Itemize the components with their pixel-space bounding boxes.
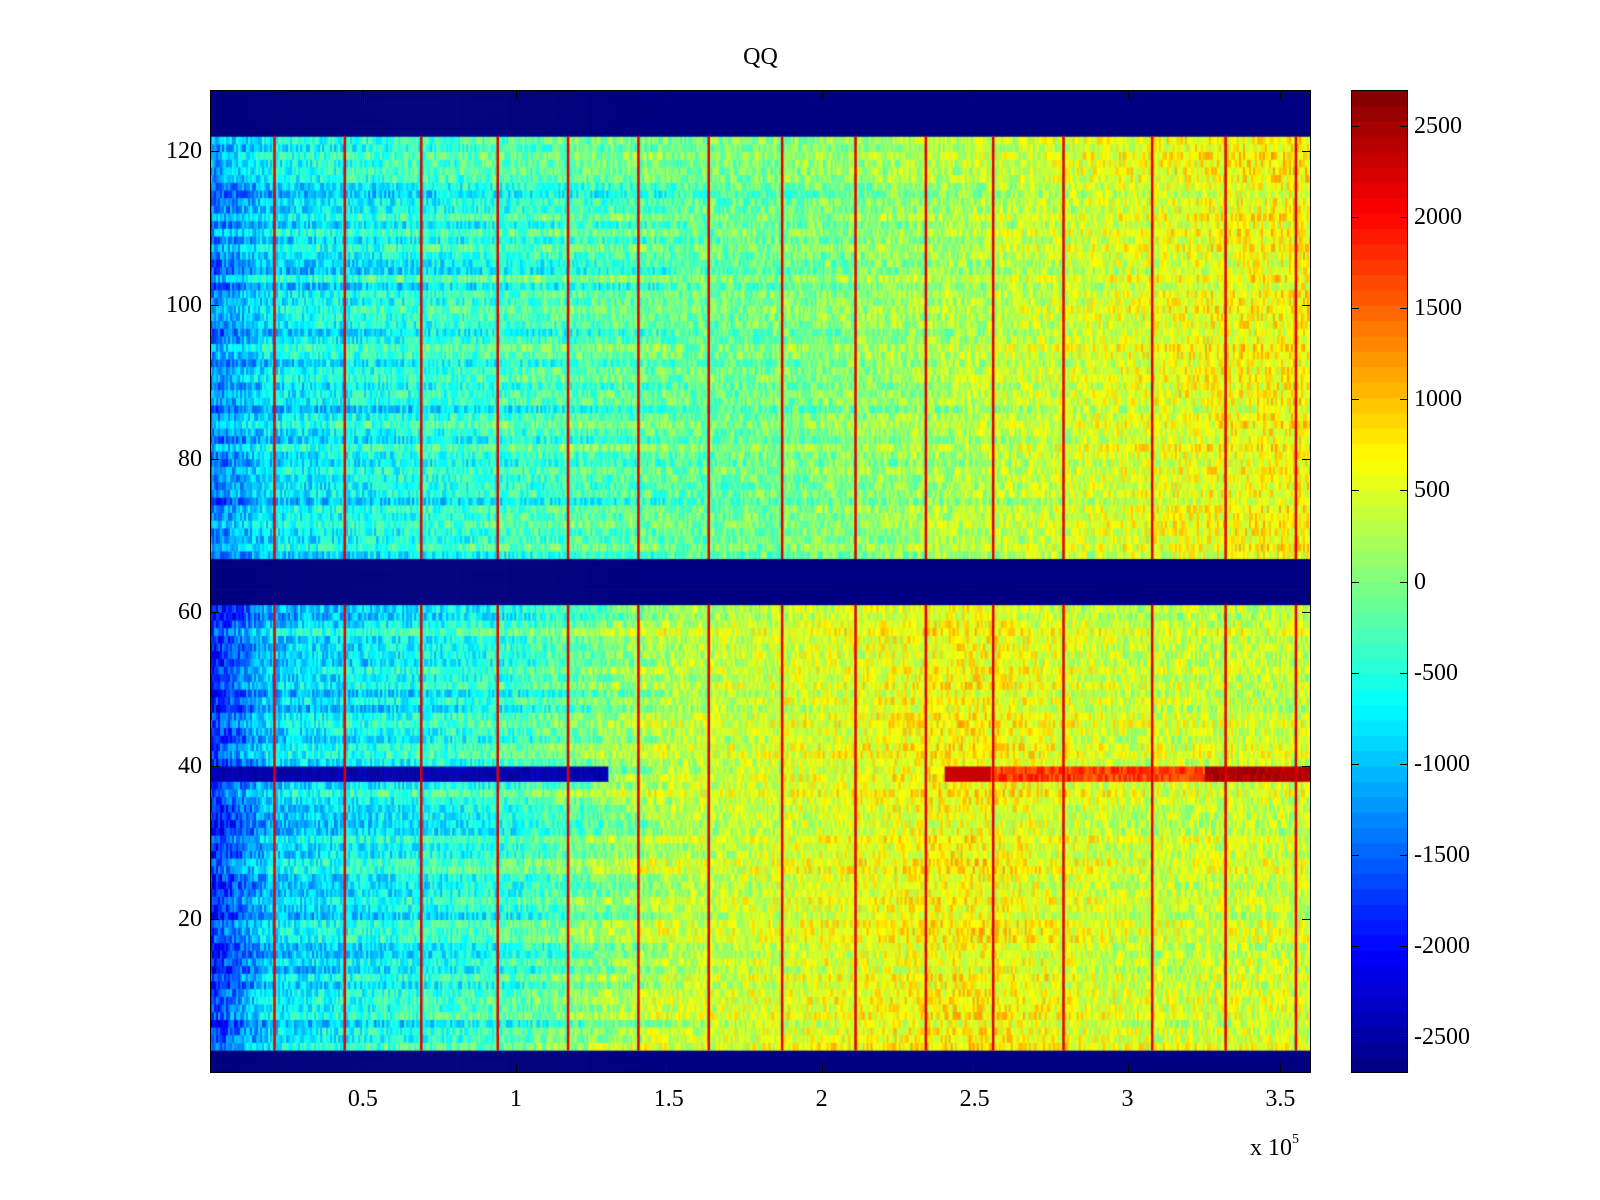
- colorbar-tick-mark-left: [1351, 763, 1359, 765]
- x-multiplier-exponent: 5: [1292, 1132, 1299, 1147]
- x-tick-mark-top: [515, 90, 517, 99]
- colorbar-tick-label: 0: [1414, 568, 1426, 595]
- heatmap-plot-area: [210, 90, 1311, 1073]
- y-tick-mark-right: [1302, 151, 1311, 153]
- colorbar-tick-label: 500: [1414, 477, 1450, 504]
- y-tick-mark: [210, 765, 219, 767]
- x-tick-mark-top: [668, 90, 670, 99]
- colorbar-tick-mark: [1400, 945, 1408, 947]
- colorbar-tick-mark: [1400, 308, 1408, 310]
- colorbar-gradient: [1351, 90, 1408, 1073]
- colorbar-tick-mark-left: [1351, 854, 1359, 856]
- colorbar-tick-mark-left: [1351, 308, 1359, 310]
- x-tick-mark: [362, 1064, 364, 1073]
- colorbar-tick-label: 2500: [1414, 113, 1462, 140]
- colorbar-tick-mark: [1400, 854, 1408, 856]
- y-tick-label: 20: [178, 906, 202, 933]
- colorbar-tick-mark-left: [1351, 672, 1359, 674]
- colorbar-tick-mark-left: [1351, 490, 1359, 492]
- x-tick-mark: [1127, 1064, 1129, 1073]
- colorbar-tick-mark: [1400, 126, 1408, 128]
- y-tick-label: 80: [178, 445, 202, 472]
- x-tick-label: 1: [509, 1086, 522, 1112]
- x-tick-mark: [821, 1064, 823, 1073]
- colorbar-tick-mark: [1400, 763, 1408, 765]
- x-axis-multiplier: x 105: [1250, 1132, 1299, 1162]
- x-tick-label: 2: [815, 1086, 828, 1112]
- colorbar-tick-mark-left: [1351, 217, 1359, 219]
- y-tick-label: 100: [166, 292, 202, 319]
- colorbar-tick-mark: [1400, 217, 1408, 219]
- y-tick-mark-right: [1302, 458, 1311, 460]
- y-tick-mark: [210, 612, 219, 614]
- chart-title: QQ: [743, 44, 778, 70]
- colorbar-tick-mark: [1400, 672, 1408, 674]
- colorbar-tick-mark-left: [1351, 126, 1359, 128]
- colorbar-tick-mark-left: [1351, 1036, 1359, 1038]
- x-tick-mark-top: [821, 90, 823, 99]
- x-tick-mark: [668, 1064, 670, 1073]
- y-tick-mark: [210, 458, 219, 460]
- colorbar-tick-label: -500: [1414, 659, 1458, 686]
- colorbar-tick-label: -2500: [1414, 1023, 1470, 1050]
- heatmap-image: [210, 90, 1311, 1073]
- y-tick-mark-right: [1302, 305, 1311, 307]
- x-tick-mark: [974, 1064, 976, 1073]
- y-tick-mark-right: [1302, 919, 1311, 921]
- x-tick-mark: [515, 1064, 517, 1073]
- x-tick-label: 0.5: [347, 1086, 378, 1112]
- y-tick-mark: [210, 305, 219, 307]
- colorbar-tick-mark: [1400, 1036, 1408, 1038]
- colorbar-tick-mark-left: [1351, 581, 1359, 583]
- x-tick-mark-top: [1280, 90, 1282, 99]
- y-tick-label: 120: [166, 138, 202, 165]
- x-tick-label: 3: [1121, 1086, 1134, 1112]
- x-tick-label: 2.5: [959, 1086, 990, 1112]
- y-tick-label: 40: [178, 752, 202, 779]
- colorbar-tick-mark: [1400, 581, 1408, 583]
- colorbar-tick-label: 1000: [1414, 386, 1462, 413]
- colorbar-tick-label: -2000: [1414, 932, 1470, 959]
- colorbar-tick-mark: [1400, 399, 1408, 401]
- x-tick-mark-top: [1127, 90, 1129, 99]
- colorbar-tick-mark-left: [1351, 945, 1359, 947]
- colorbar-tick-label: 1500: [1414, 295, 1462, 322]
- colorbar-tick-label: -1500: [1414, 841, 1470, 868]
- colorbar-tick-label: 2000: [1414, 204, 1462, 231]
- y-tick-mark-right: [1302, 765, 1311, 767]
- colorbar-tick-mark-left: [1351, 399, 1359, 401]
- x-tick-mark-top: [974, 90, 976, 99]
- x-tick-label: 1.5: [653, 1086, 684, 1112]
- colorbar-tick-label: -1000: [1414, 750, 1470, 777]
- y-tick-label: 60: [178, 599, 202, 626]
- y-tick-mark: [210, 151, 219, 153]
- x-tick-mark: [1280, 1064, 1282, 1073]
- x-multiplier-base: x 10: [1250, 1135, 1292, 1161]
- x-tick-label: 3.5: [1265, 1086, 1296, 1112]
- colorbar: [1351, 90, 1408, 1073]
- colorbar-tick-mark: [1400, 490, 1408, 492]
- x-tick-mark-top: [362, 90, 364, 99]
- y-tick-mark-right: [1302, 612, 1311, 614]
- y-tick-mark: [210, 919, 219, 921]
